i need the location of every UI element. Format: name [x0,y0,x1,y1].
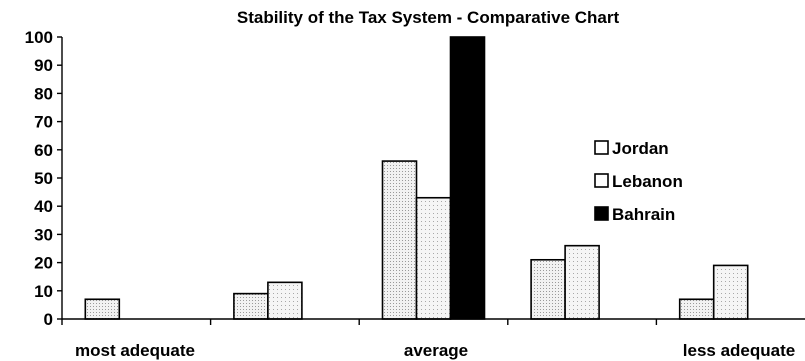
bar-lebanon [712,264,749,320]
category-label-most-adequate: most adequate [75,341,195,360]
y-tick-label: 90 [34,56,53,75]
y-tick-label: 20 [34,254,53,273]
y-tick-label: 10 [34,282,53,301]
bar-jordan [678,298,715,320]
bars [84,36,749,320]
bar-jordan [84,298,121,320]
legend: Jordan Lebanon Bahrain [594,139,683,224]
y-tick-label: 60 [34,141,53,160]
bar-jordan [233,292,269,320]
y-tick-label: 80 [34,84,53,103]
y-tick-label: 0 [44,310,53,329]
bar-jordan [530,258,566,320]
x-axis-ticks [61,319,658,325]
bar-lebanon [564,244,600,320]
bar-jordan [381,160,418,320]
y-axis-ticks: 0 10 20 30 40 50 60 70 80 90 100 [25,28,62,329]
y-tick-label: 50 [34,169,53,188]
bar-bahrain [449,36,486,320]
y-tick-label: 40 [34,197,53,216]
bar-lebanon [415,196,452,320]
chart-title: Stability of the Tax System - Comparativ… [237,8,620,27]
y-tick-label: 30 [34,225,53,244]
legend-swatch-jordan [594,140,609,155]
y-tick-label: 70 [34,113,53,132]
legend-swatch-lebanon [594,173,609,188]
legend-label-jordan: Jordan [612,139,669,158]
legend-label-bahrain: Bahrain [612,205,675,224]
category-label-less-adequate: less adequate [683,341,795,360]
category-label-average: average [404,341,468,360]
bar-lebanon [267,281,303,320]
legend-swatch-bahrain [594,206,609,221]
y-tick-label: 100 [25,28,53,47]
legend-label-lebanon: Lebanon [612,172,683,191]
